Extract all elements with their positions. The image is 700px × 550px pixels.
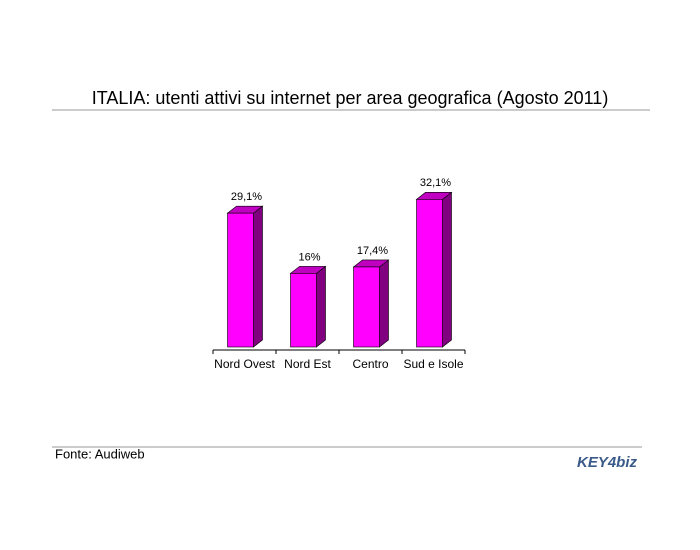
bar-front bbox=[290, 273, 317, 348]
data-label: 32,1% bbox=[420, 177, 451, 189]
bar bbox=[352, 259, 390, 348]
bar-side bbox=[379, 259, 389, 348]
bar bbox=[415, 191, 453, 348]
logo: KEY4biz bbox=[577, 454, 638, 471]
bar-side bbox=[442, 191, 452, 348]
bar-front bbox=[416, 199, 443, 348]
bar-front bbox=[353, 266, 380, 348]
bar-side bbox=[253, 205, 263, 348]
x-tick-label: Sud e Isole bbox=[403, 357, 463, 371]
bar-side bbox=[316, 265, 326, 348]
data-label: 29,1% bbox=[231, 191, 262, 203]
bar bbox=[289, 265, 327, 348]
x-tick-label: Nord Est bbox=[284, 357, 331, 371]
bar bbox=[226, 205, 264, 348]
bar-front bbox=[227, 212, 254, 348]
x-tick-label: Nord Ovest bbox=[214, 357, 275, 371]
data-label: 16% bbox=[298, 251, 320, 263]
source: Fonte: Audiweb bbox=[55, 446, 145, 461]
data-label: 17,4% bbox=[357, 245, 388, 257]
x-tick-label: Centro bbox=[352, 357, 388, 371]
chart-title: ITALIA: utenti attivi su internet per ar… bbox=[92, 88, 609, 108]
